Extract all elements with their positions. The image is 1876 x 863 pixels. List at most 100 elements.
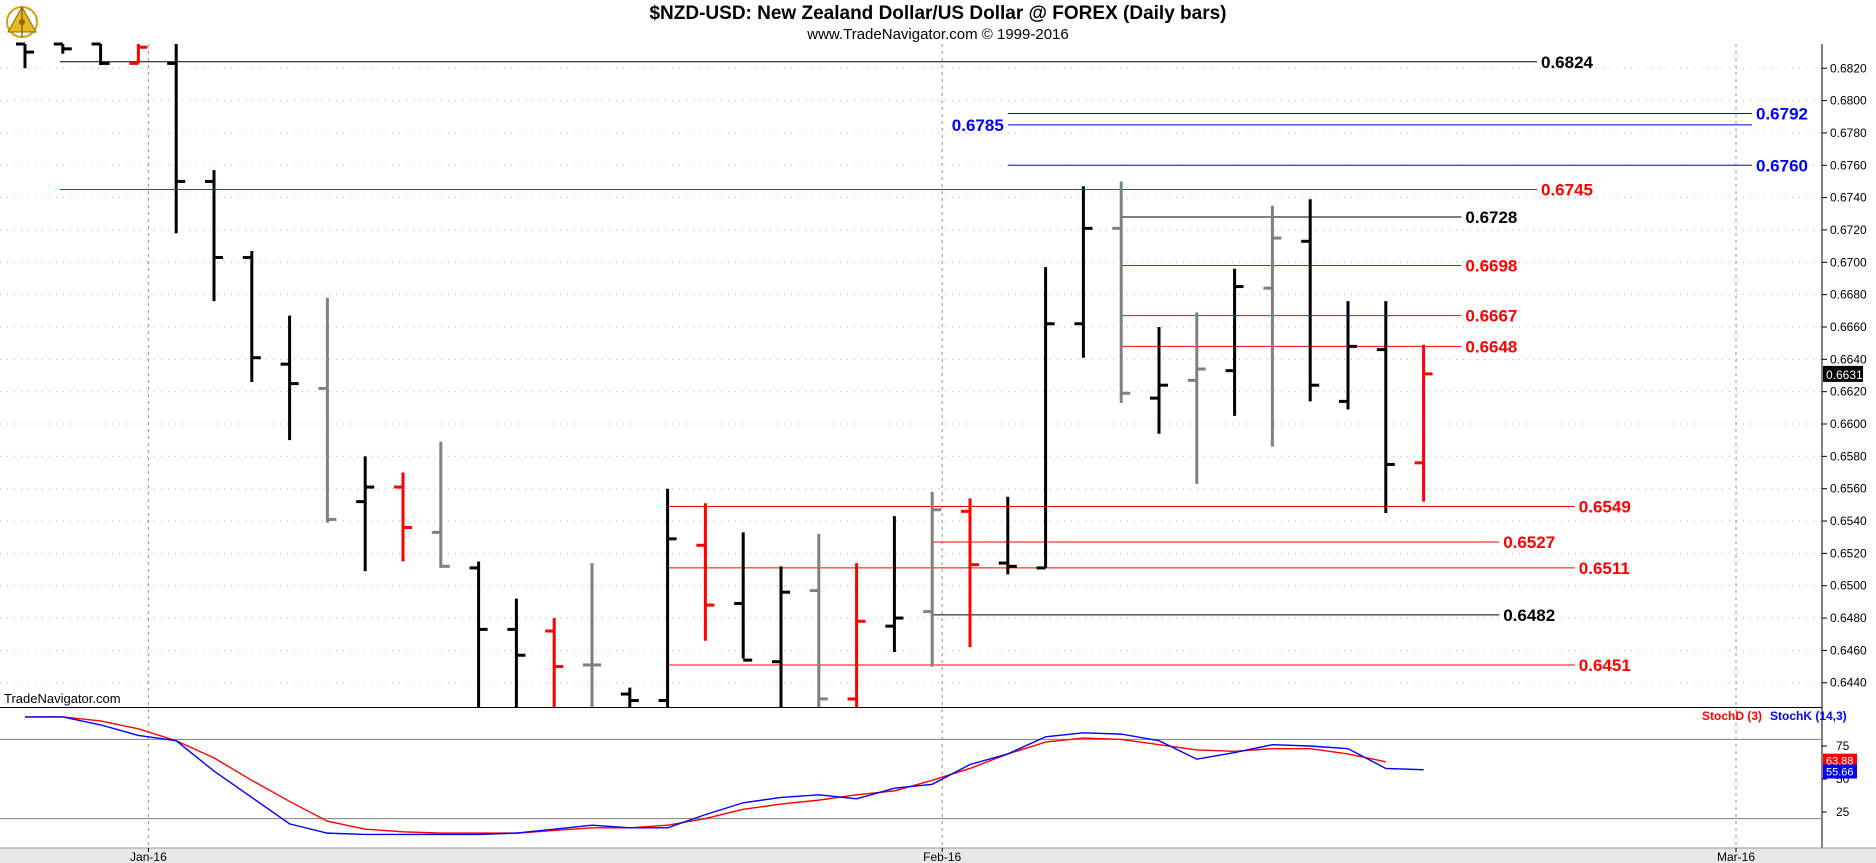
y-tick-label-3: 0.6500 xyxy=(1830,579,1867,593)
y-tick-label-19: 0.6820 xyxy=(1830,61,1867,75)
y-tick-label-16: 0.6760 xyxy=(1830,158,1867,172)
ohlc-bar-23 xyxy=(885,516,904,653)
ohlc-bar-37 xyxy=(1414,344,1433,502)
ohlc-bar-11 xyxy=(431,441,450,568)
y-tick-label-7: 0.6580 xyxy=(1830,449,1867,463)
level-label-0: 0.6824 xyxy=(1541,53,1594,72)
ohlc-bar-19 xyxy=(734,532,753,662)
y-tick-label-11: 0.6660 xyxy=(1830,320,1867,334)
level-label-8: 0.6648 xyxy=(1465,337,1517,356)
level-label-6: 0.6698 xyxy=(1465,257,1517,276)
ohlc-bar-17 xyxy=(658,488,677,707)
ohlc-bar-34 xyxy=(1301,199,1320,402)
x-tick-label-2: Mar-16 xyxy=(1717,850,1755,863)
time-axis-background xyxy=(0,848,1876,863)
level-label-2: 0.6785 xyxy=(952,116,1004,135)
level-label-3: 0.6760 xyxy=(1756,156,1808,175)
price-axis: 0.6440 0.6460 0.6480 0.6500 0.6520 0.6540 0.65… xyxy=(1822,61,1867,690)
stoch-last-label-1: 55.66 xyxy=(1826,767,1854,779)
ohlc-bar-30 xyxy=(1150,326,1168,434)
level-label-4: 0.6745 xyxy=(1541,181,1593,200)
ohlc-bar-26 xyxy=(998,496,1017,575)
axis-background xyxy=(1822,44,1876,848)
ohlc-bar-28 xyxy=(1074,186,1093,358)
ohlc-bar-13 xyxy=(507,598,526,707)
stoch-line-0 xyxy=(25,716,1386,834)
ohlc-bar-25 xyxy=(961,498,979,648)
level-label-9: 0.6549 xyxy=(1579,497,1631,516)
x-tick-label-1: Feb-16 xyxy=(923,850,961,863)
ohlc-bar-3 xyxy=(129,44,148,65)
y-tick-label-9: 0.6620 xyxy=(1830,385,1867,399)
ohlc-bar-36 xyxy=(1376,301,1395,513)
y-tick-label-2: 0.6480 xyxy=(1830,611,1867,625)
y-tick-label-13: 0.6700 xyxy=(1830,255,1867,269)
y-tick-label-15: 0.6740 xyxy=(1830,191,1867,205)
ohlc-bar-10 xyxy=(394,472,412,562)
ohlc-bar-4 xyxy=(167,44,186,234)
level-label-5: 0.6728 xyxy=(1465,208,1517,227)
level-label-13: 0.6451 xyxy=(1579,656,1631,675)
ohlc-bar-0 xyxy=(16,42,34,69)
ohlc-bar-33 xyxy=(1263,205,1282,447)
y-tick-label-10: 0.6640 xyxy=(1830,352,1867,366)
y-tick-label-6: 0.6560 xyxy=(1830,482,1867,496)
stoch-line-1 xyxy=(25,716,1424,836)
price-panel xyxy=(0,44,1876,863)
last-price-badge xyxy=(1823,365,1863,382)
price-levels: 0.6824 0.6792 0.6785 0.6760 0.6745 0.6728 0.66… xyxy=(60,53,1808,675)
watermark-text: TradeNavigator.com xyxy=(4,691,121,706)
y-tick-label-12: 0.6680 xyxy=(1830,288,1867,302)
stoch-last-badge-0 xyxy=(1823,753,1857,768)
y-tick-label-17: 0.6780 xyxy=(1830,126,1867,140)
ohlc-bar-20 xyxy=(772,566,790,707)
x-tick-label-0: Jan-16 xyxy=(130,850,167,863)
price-bars xyxy=(16,42,1433,707)
level-label-7: 0.6667 xyxy=(1465,307,1517,326)
ohlc-bar-7 xyxy=(280,315,299,441)
last-price-label: 0.6631 xyxy=(1826,368,1863,382)
ohlc-bar-16 xyxy=(620,687,639,707)
ohlc-bar-15 xyxy=(583,563,601,707)
ohlc-bar-32 xyxy=(1225,268,1244,416)
y-tick-label-4: 0.6520 xyxy=(1830,546,1867,560)
ohlc-bar-18 xyxy=(696,503,715,641)
ohlc-bar-31 xyxy=(1187,312,1206,484)
ohlc-bar-2 xyxy=(91,42,110,66)
sextant-logo-icon xyxy=(6,5,38,38)
level-label-11: 0.6511 xyxy=(1579,559,1630,578)
ohlc-bar-5 xyxy=(205,170,223,302)
y-tick-label-8: 0.6600 xyxy=(1830,417,1867,431)
ohlc-bar-24 xyxy=(923,491,942,667)
ohlc-bar-29 xyxy=(1112,181,1131,403)
ohlc-bar-21 xyxy=(809,533,828,707)
stoch-last-badge-1 xyxy=(1823,764,1857,779)
ohlc-bar-14 xyxy=(545,618,564,707)
ohlc-bar-12 xyxy=(469,561,488,707)
stoch-legend-k: StochK (14,3) xyxy=(1770,709,1847,723)
ohlc-bar-22 xyxy=(847,563,866,707)
ohlc-bar-27 xyxy=(1036,267,1055,570)
level-label-12: 0.6482 xyxy=(1503,606,1555,625)
y-tick-label-5: 0.6540 xyxy=(1830,514,1867,528)
time-axis: Jan-16 Feb-16 Mar-16 xyxy=(130,848,1755,863)
stoch-tick-label-0: 25 xyxy=(1836,805,1850,819)
ohlc-bar-35 xyxy=(1339,301,1357,410)
y-tick-label-14: 0.6720 xyxy=(1830,223,1867,237)
chart-title: $NZD-USD: New Zealand Dollar/US Dollar @… xyxy=(649,3,1227,24)
level-label-10: 0.6527 xyxy=(1503,533,1555,552)
y-tick-label-18: 0.6800 xyxy=(1830,94,1867,108)
ohlc-bar-8 xyxy=(318,297,337,523)
stoch-tick-label-2: 75 xyxy=(1836,739,1850,753)
price-plot-background xyxy=(0,44,1822,707)
chart-subtitle: www.TradeNavigator.com © 1999-2016 xyxy=(807,26,1069,43)
ohlc-bar-9 xyxy=(356,456,375,572)
price-grid xyxy=(0,44,1822,848)
stoch-legend-d: StochD (3) xyxy=(1702,709,1762,723)
chart-header: $NZD-USD: New Zealand Dollar/US Dollar @… xyxy=(0,0,1876,44)
ohlc-bar-6 xyxy=(242,250,261,382)
ohlc-bar-1 xyxy=(53,42,72,54)
y-tick-label-0: 0.6440 xyxy=(1830,676,1867,690)
